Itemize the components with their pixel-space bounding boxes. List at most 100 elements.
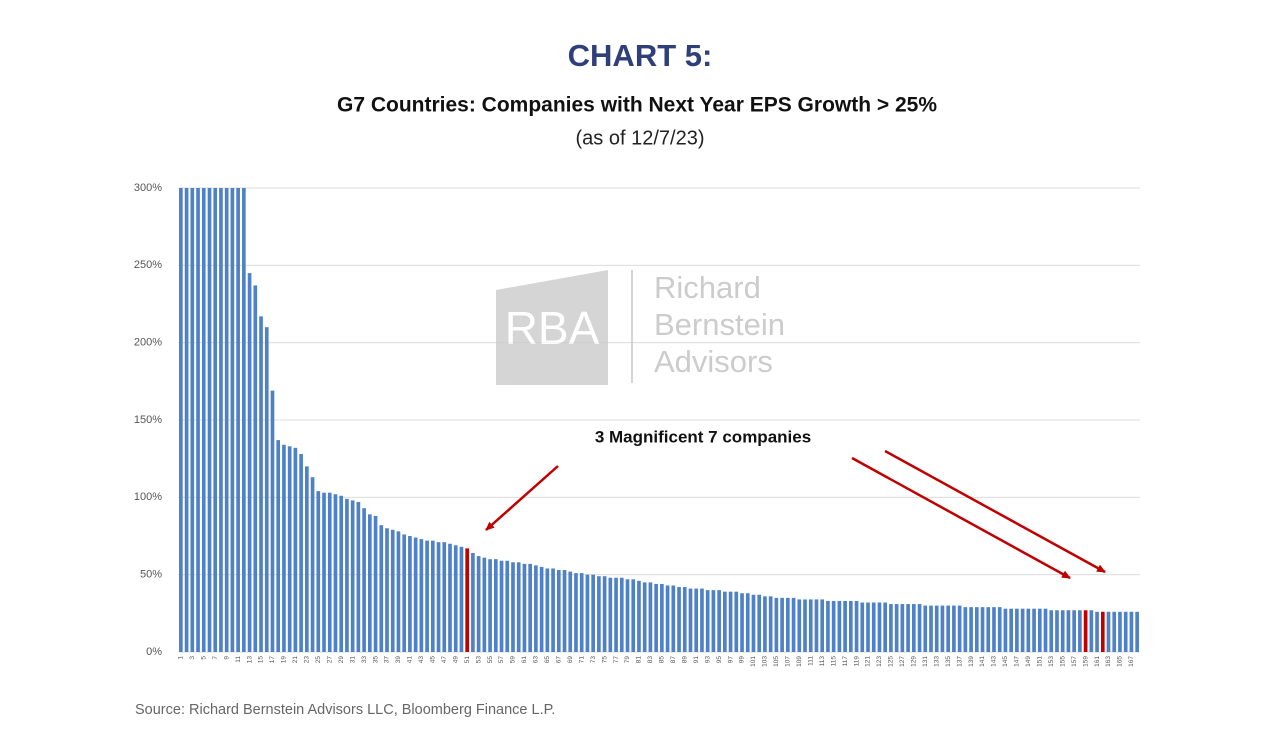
bar <box>556 570 561 652</box>
x-tick-label: 71 <box>578 656 585 664</box>
bar <box>969 607 973 652</box>
bar <box>843 600 847 652</box>
x-tick-label: 61 <box>521 656 528 664</box>
bar <box>499 560 504 652</box>
bar <box>402 534 407 652</box>
bar <box>608 577 613 652</box>
bar <box>619 577 624 652</box>
x-tick-label: 119 <box>853 656 860 667</box>
bar <box>877 602 882 652</box>
bar <box>236 188 240 652</box>
bar <box>1009 608 1013 652</box>
x-tick-label: 67 <box>556 656 563 664</box>
x-tick-label: 31 <box>349 656 356 664</box>
bar <box>757 594 762 652</box>
x-tick-label: 11 <box>235 656 242 663</box>
bar <box>1049 610 1054 652</box>
bar <box>459 546 464 652</box>
x-tick-label: 165 <box>1117 656 1124 667</box>
x-tick-label: 65 <box>544 656 551 664</box>
x-tick-label: 99 <box>739 656 746 664</box>
x-tick-label: 69 <box>567 656 574 664</box>
bar <box>242 188 246 652</box>
x-tick-label: 97 <box>727 656 734 664</box>
bar <box>476 556 481 652</box>
bar <box>602 576 607 652</box>
watermark-text: Advisors <box>654 344 773 379</box>
x-tick-label: 47 <box>441 656 448 664</box>
bar <box>448 543 452 652</box>
x-tick-label: 95 <box>716 656 723 664</box>
x-tick-label: 83 <box>647 656 654 664</box>
bar <box>316 491 321 652</box>
x-tick-label: 91 <box>693 656 700 664</box>
bar <box>1066 610 1071 652</box>
watermark-logo: RBA <box>505 302 600 354</box>
bar <box>551 568 555 652</box>
bar <box>207 188 212 652</box>
x-tick-label: 87 <box>670 656 677 664</box>
bar <box>837 600 842 652</box>
bar <box>293 447 298 652</box>
bar <box>1055 610 1059 652</box>
bar <box>768 596 773 652</box>
bar <box>1089 610 1094 652</box>
bar <box>946 605 951 652</box>
x-tick-label: 3 <box>189 656 196 660</box>
bar <box>734 591 739 652</box>
bar <box>980 607 985 652</box>
annotation: 3 Magnificent 7 companies <box>595 427 811 446</box>
bar <box>505 560 510 652</box>
x-tick-label: 143 <box>991 656 998 667</box>
bar <box>270 390 275 652</box>
x-tick-label: 37 <box>384 656 391 664</box>
bars <box>179 188 1139 652</box>
date-note: (as of 12/7/23) <box>576 127 705 149</box>
bar <box>682 587 687 652</box>
bar <box>350 500 355 652</box>
x-tick-label: 25 <box>315 656 322 664</box>
bar <box>597 576 601 652</box>
bar <box>345 498 349 652</box>
bar <box>763 596 767 652</box>
bar <box>860 602 865 652</box>
x-tick-label: 105 <box>773 656 780 667</box>
bar <box>264 327 269 652</box>
x-tick-label: 139 <box>968 656 975 667</box>
x-tick-label: 103 <box>762 656 769 667</box>
x-tick-label: 73 <box>590 656 597 664</box>
bar <box>1123 611 1128 652</box>
bar <box>322 492 326 652</box>
bar <box>665 585 670 652</box>
x-tick-label: 43 <box>418 656 425 664</box>
bar <box>929 605 933 652</box>
x-tick-label: 63 <box>533 656 540 664</box>
x-tick-label: 167 <box>1128 656 1135 667</box>
bar <box>963 607 968 652</box>
bar <box>562 570 567 652</box>
bar <box>339 495 344 652</box>
bar <box>688 588 693 652</box>
bar <box>528 563 532 652</box>
bar <box>923 605 928 652</box>
x-tick-label: 93 <box>704 656 711 664</box>
bar <box>705 590 710 652</box>
bar <box>774 597 779 652</box>
x-tick-label: 59 <box>510 656 517 664</box>
x-tick-label: 149 <box>1025 656 1032 667</box>
watermark-logo-shape <box>496 270 608 385</box>
y-tick-label: 0% <box>146 646 162 658</box>
x-tick-label: 23 <box>304 656 311 664</box>
bar <box>814 599 819 652</box>
bar <box>356 501 361 652</box>
bar <box>894 604 899 652</box>
bar <box>1129 611 1134 652</box>
watermark-text: Richard <box>654 270 761 305</box>
x-tick-label: 7 <box>212 656 219 660</box>
bar <box>511 562 515 652</box>
x-tick-label: 1 <box>178 656 185 660</box>
x-tick-label: 155 <box>1059 656 1066 667</box>
bar <box>282 444 286 652</box>
bar <box>911 604 916 652</box>
